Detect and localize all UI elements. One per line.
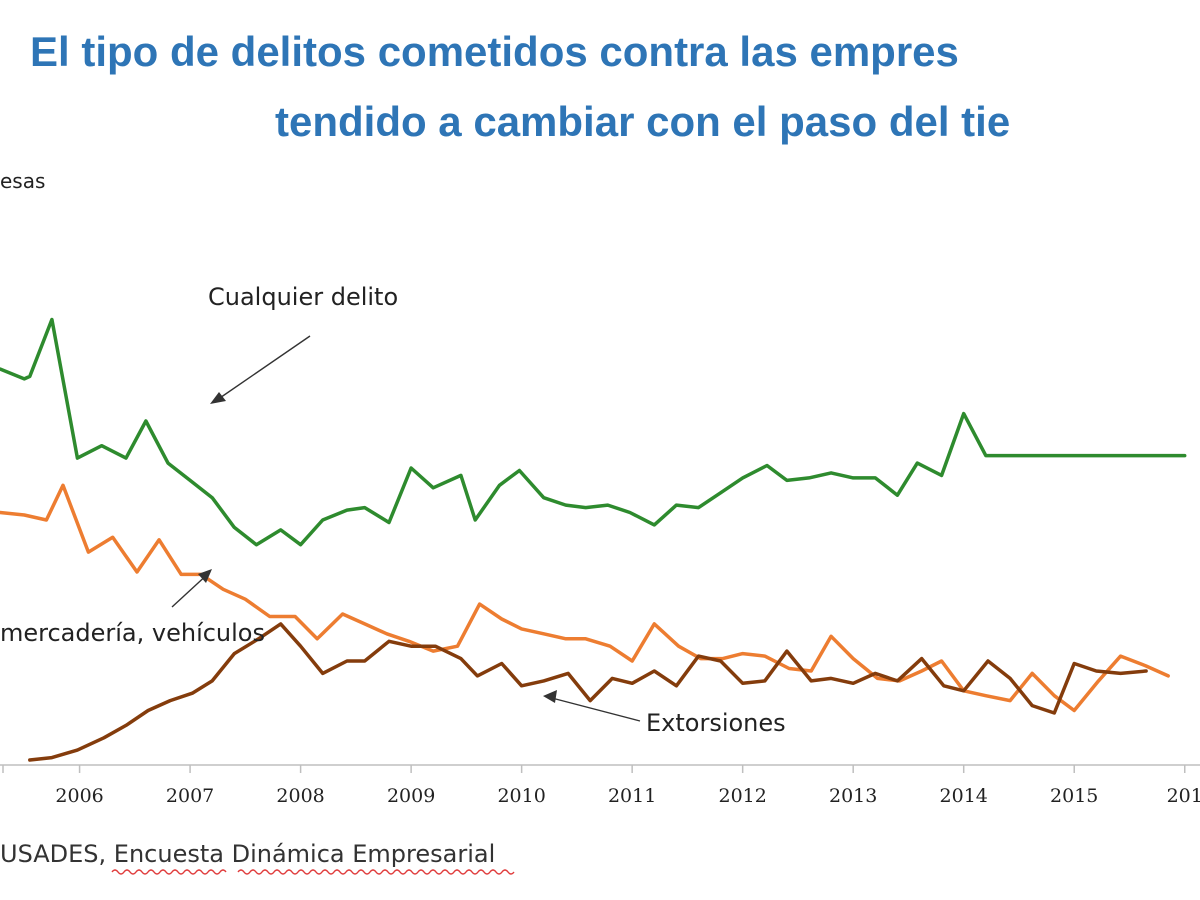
x-tick-label: 201 — [1167, 785, 1200, 807]
annotations: Cualquier delito mercadería, vehículos E… — [0, 283, 786, 737]
y-axis-label: esas — [0, 169, 45, 193]
x-tick-label: 2007 — [166, 785, 214, 807]
x-tick-label: 2006 — [55, 785, 103, 807]
spellcheck-underline-1 — [111, 869, 227, 875]
chart-title-line-1: El tipo de delitos cometidos contra las … — [30, 28, 959, 75]
annotation-mercaderia-vehiculos: mercadería, vehículos — [0, 619, 265, 647]
annotation-cualquier-delito: Cualquier delito — [208, 283, 398, 311]
x-tick-label: 2009 — [387, 785, 435, 807]
series-line-cualquier-delito — [0, 317, 1187, 547]
x-tick-label: 2014 — [940, 785, 988, 807]
x-tick-label: 2015 — [1050, 785, 1098, 807]
x-tick-label: 2013 — [829, 785, 877, 807]
x-tick-label: 2008 — [276, 785, 324, 807]
x-tick-label: 2011 — [608, 785, 656, 807]
x-tick-label: 2010 — [497, 785, 545, 807]
annotation-extorsiones: Extorsiones — [646, 709, 786, 737]
annotation-arrow-extorsiones — [543, 690, 641, 722]
series-lines — [0, 317, 1187, 762]
spellcheck-underline-2 — [237, 869, 515, 875]
x-tick-labels: 2006 2007 2008 2009 2010 2011 2012 2013 2014 2015… — [2, 765, 1200, 807]
chart-title-line-2: tendido a cambiar con el paso del tie — [275, 98, 1010, 145]
annotation-arrow-mercaderia — [171, 569, 212, 608]
source-text: USADES, Encuesta Dinámica Empresarial — [0, 840, 495, 868]
series-line-extorsiones — [28, 622, 1148, 762]
annotation-arrow-cualquier-delito — [210, 335, 311, 404]
series-line-robo-mercaderia — [0, 483, 1170, 713]
x-tick-label: 2012 — [718, 785, 766, 807]
